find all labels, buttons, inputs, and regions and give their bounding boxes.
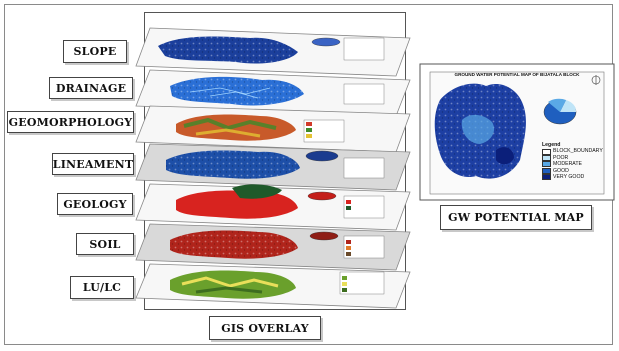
layer-sheet-lulc — [135, 263, 411, 309]
gw-legend-label: VERY GOOD — [553, 174, 585, 181]
soil-pie — [309, 231, 339, 241]
layer-sheet-geology — [135, 183, 411, 231]
gw-legend-swatch — [542, 161, 551, 168]
layer-label-geology: GEOLOGY — [57, 193, 133, 215]
layer-sheet-slope — [135, 27, 411, 77]
gw-potential-map-label: GW POTENTIAL MAP — [440, 205, 592, 230]
gw-legend-label: BLOCK_BOUNDARY — [553, 148, 603, 155]
gw-legend-label: GOOD — [553, 167, 569, 174]
layer-label-slope: SLOPE — [63, 40, 127, 63]
gw-legend-title: Legend — [542, 142, 561, 148]
gw-legend-item: BLOCK_BOUNDARY — [542, 148, 606, 155]
gw-legend-item: GOOD — [542, 168, 606, 174]
gis-overlay-label: GIS OVERLAY — [209, 316, 321, 340]
layer-label-lineament: LINEAMENT — [52, 153, 134, 175]
gw-potential-map-panel — [419, 63, 615, 201]
layer-label-soil: SOIL — [76, 233, 134, 255]
gw-legend-item: VERY GOOD — [542, 174, 606, 181]
lineament-pie — [305, 150, 339, 162]
geology-map — [176, 190, 298, 219]
gw-legend-label: MODERATE — [553, 161, 583, 168]
layer-label-geomorphology: GEOMORPHOLOGY — [7, 111, 134, 133]
gw-map-title: GROUND WATER POTENTIAL MAP OF BIJATALA B… — [454, 72, 580, 77]
gw-legend-item: POOR — [542, 154, 606, 162]
layer-sheet-lineament — [135, 143, 411, 191]
gw-legend-item: MODERATE — [542, 161, 606, 168]
gw-legend-swatch — [542, 174, 551, 181]
gw-legend-swatch — [542, 148, 551, 155]
gw-legend-label: POOR — [553, 154, 569, 161]
slope-pie — [311, 37, 341, 47]
geology-pie — [307, 191, 337, 201]
gw-legend-swatch — [542, 155, 551, 162]
layer-label-drainage: DRAINAGE — [49, 77, 133, 99]
layer-sheet-geomorphology — [135, 105, 411, 153]
layer-sheet-soil — [135, 223, 411, 271]
gw-legend-swatch — [542, 167, 551, 174]
layer-label-lulc: LU/LC — [70, 276, 134, 299]
gw-legend: Legend BLOCK_BOUNDARY POOR MODERATE GOOD VER… — [542, 142, 606, 181]
